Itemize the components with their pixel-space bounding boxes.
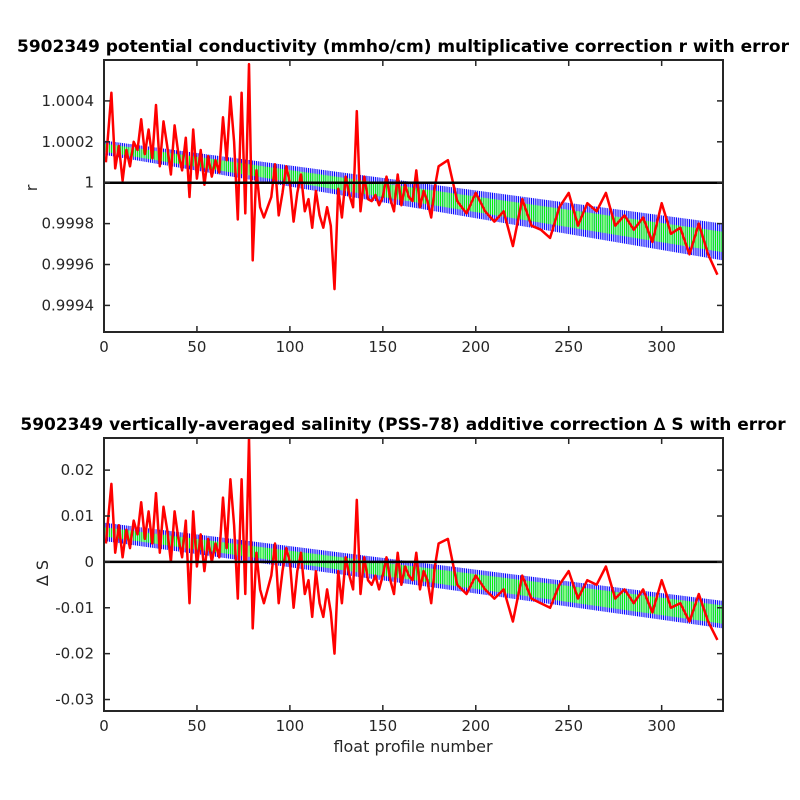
x-tick-label: 0	[99, 717, 109, 735]
y-tick-label: 1.0004	[42, 92, 95, 110]
x-tick-label: 200	[461, 338, 490, 356]
y-tick-label: 1	[84, 174, 94, 192]
y-tick-label: 0.9998	[42, 215, 95, 233]
x-tick-label: 100	[276, 338, 305, 356]
plot-area	[104, 438, 723, 655]
conductivity-correction-panel: 5902349 potential conductivity (mmho/cm)…	[17, 37, 790, 356]
y-tick-label: 0.01	[61, 507, 94, 525]
axes-frame	[103, 59, 724, 333]
panel-title: 5902349 vertically-averaged salinity (PS…	[20, 415, 786, 435]
x-tick-label: 150	[369, 338, 398, 356]
error-band-inner	[105, 143, 723, 253]
x-tick-label: 50	[187, 717, 206, 735]
y-tick-label: -0.02	[55, 645, 94, 663]
x-tick-label: 150	[369, 717, 398, 735]
x-tick-label: 0	[99, 338, 109, 356]
y-tick-label: -0.03	[55, 691, 94, 709]
x-tick-label: 50	[187, 338, 206, 356]
axes-frame	[103, 437, 724, 712]
y-tick-label: 0.02	[61, 461, 94, 479]
x-axis-label: float profile number	[333, 737, 493, 756]
salinity-correction-panel: 5902349 vertically-averaged salinity (PS…	[20, 415, 786, 756]
x-tick-label: 100	[276, 717, 305, 735]
series-line	[104, 438, 719, 655]
x-tick-label: 200	[461, 717, 490, 735]
y-tick-label: 0	[84, 553, 94, 571]
panel-title: 5902349 potential conductivity (mmho/cm)…	[17, 37, 790, 57]
x-tick-label: 300	[647, 338, 676, 356]
x-tick-label: 250	[554, 338, 583, 356]
y-axis-label: r	[22, 184, 41, 191]
x-tick-label: 250	[554, 717, 583, 735]
x-tick-label: 300	[647, 717, 676, 735]
y-tick-label: 1.0002	[42, 133, 95, 151]
y-axis-label: ∆ S	[33, 560, 52, 587]
series-line	[104, 62, 719, 291]
y-tick-label: 0.9994	[42, 296, 95, 314]
y-tick-label: -0.01	[55, 599, 94, 617]
plot-area	[104, 62, 723, 291]
y-tick-label: 0.9996	[42, 256, 95, 274]
